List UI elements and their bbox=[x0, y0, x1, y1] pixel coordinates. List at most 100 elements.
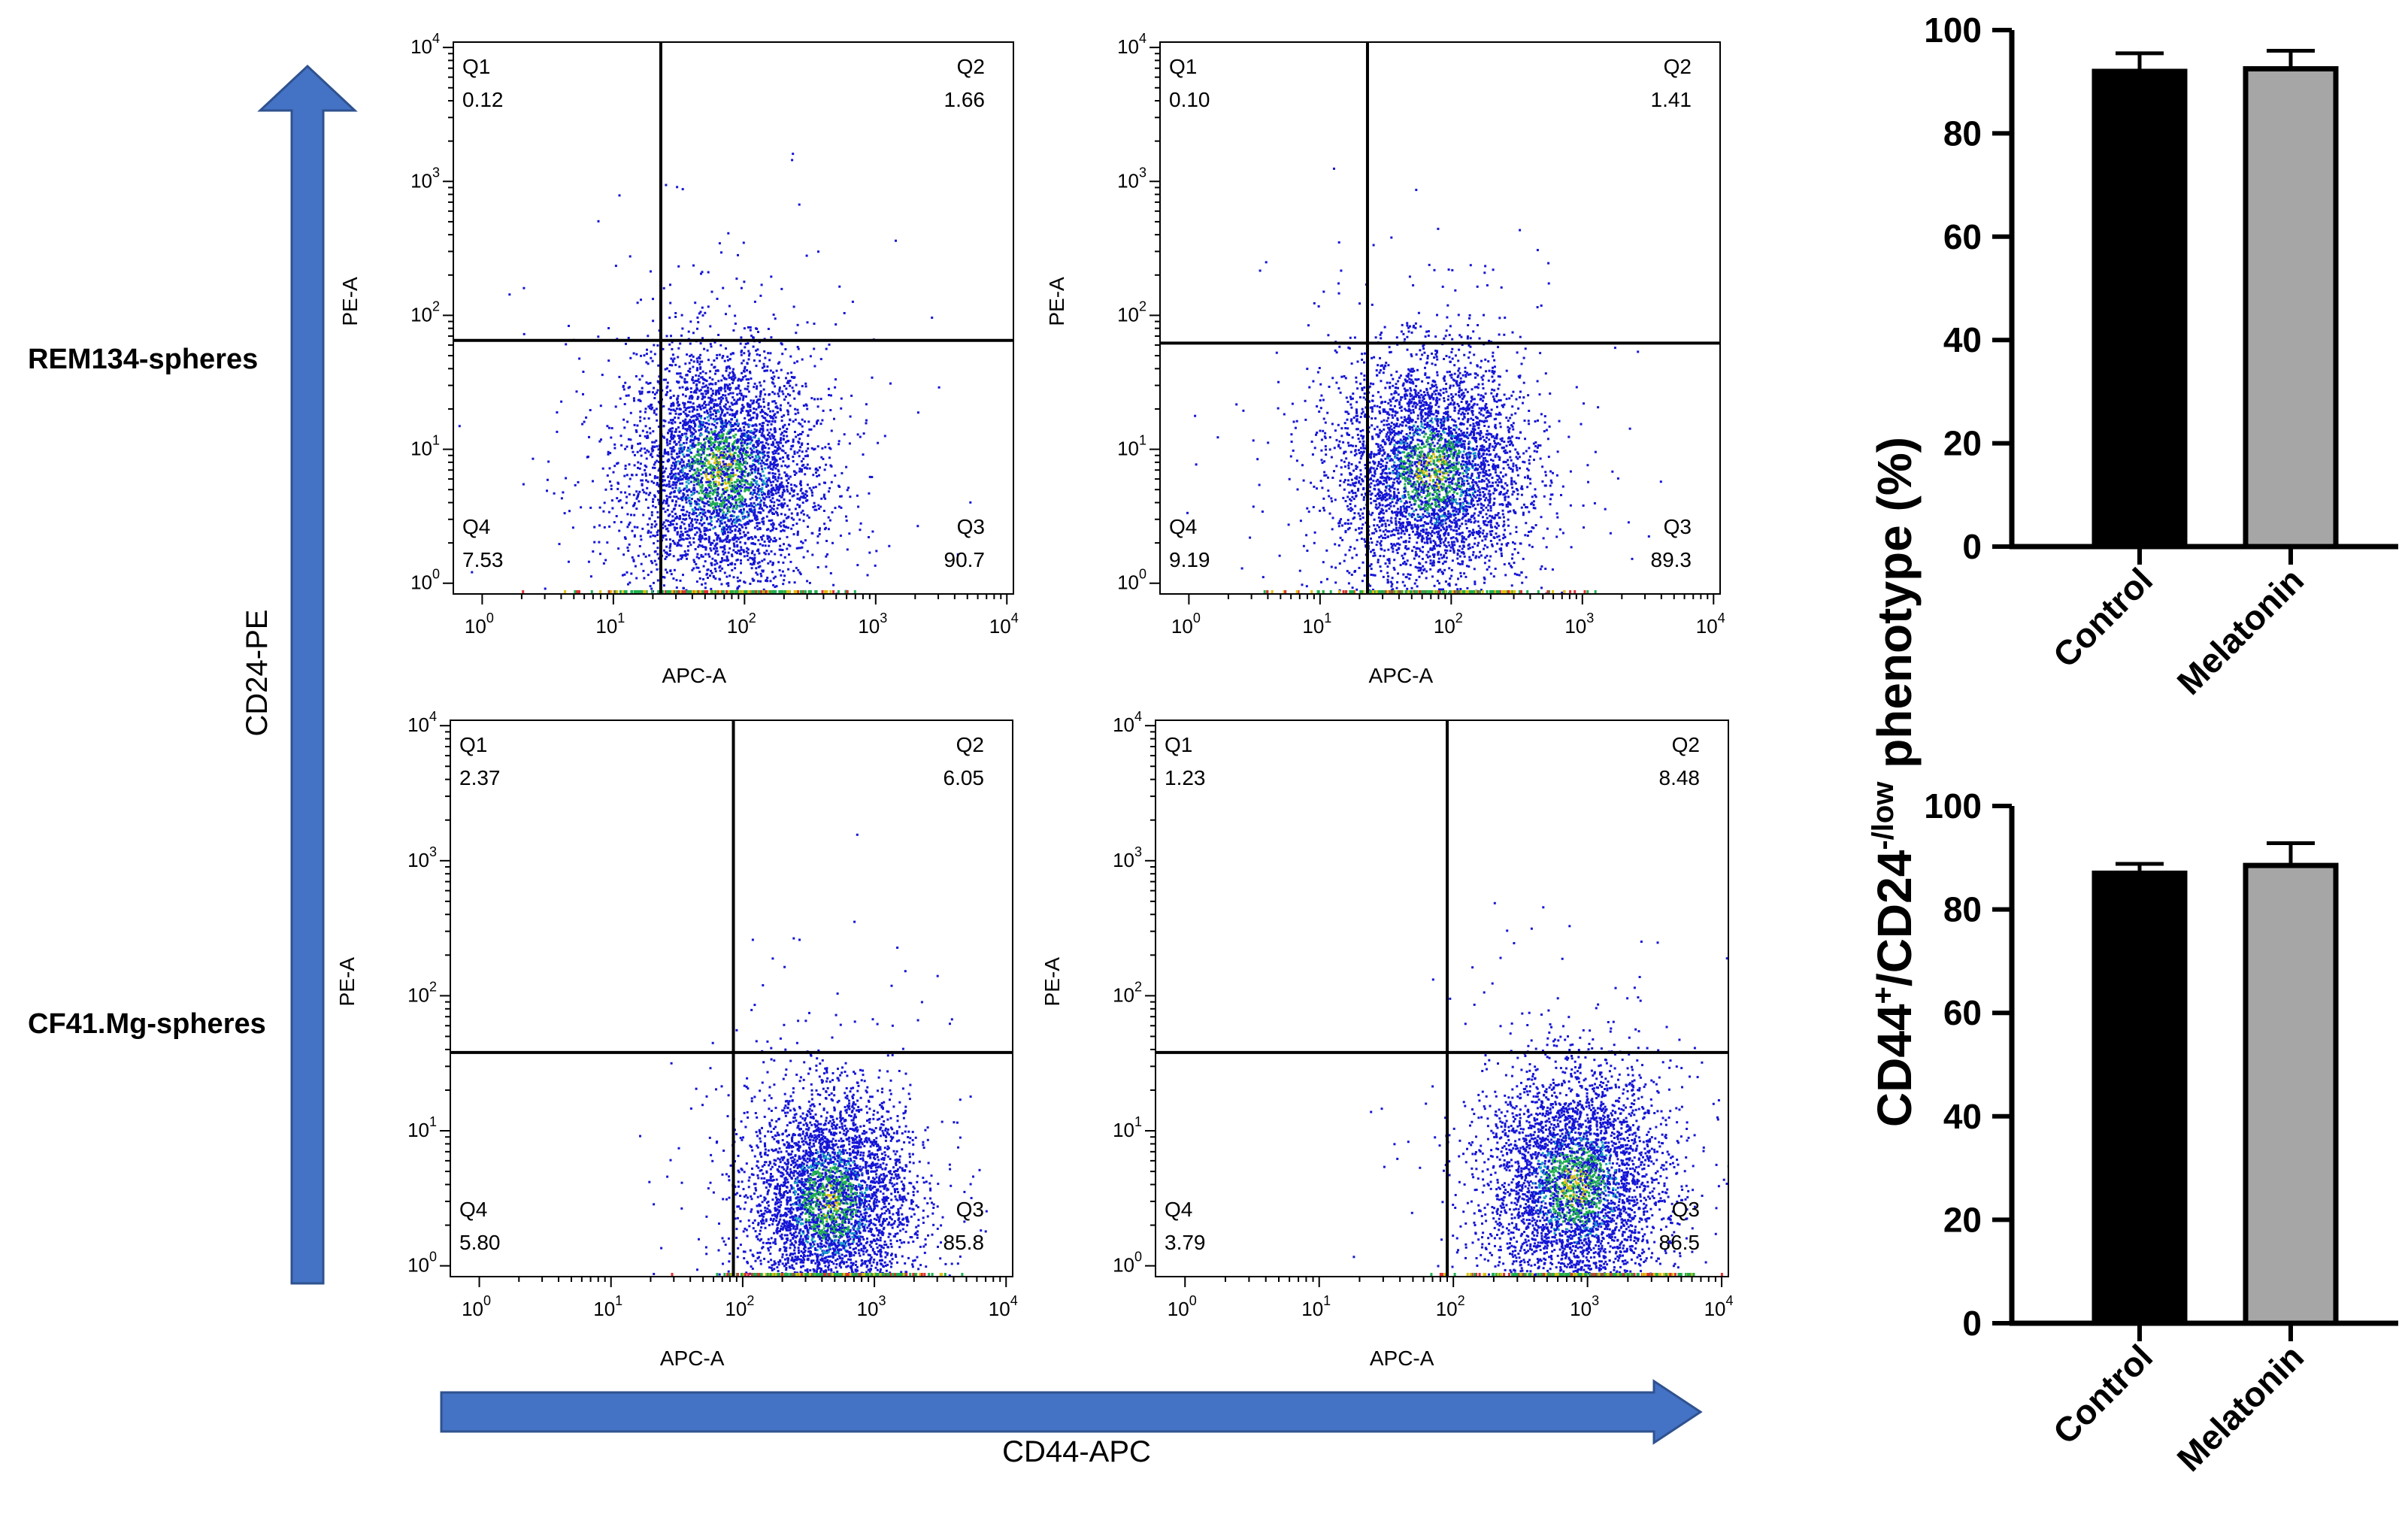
event-dot bbox=[748, 352, 751, 355]
event-dot bbox=[696, 614, 698, 616]
event-dot bbox=[701, 306, 704, 309]
event-dot bbox=[747, 414, 750, 417]
event-dot bbox=[806, 467, 809, 470]
event-dot bbox=[651, 441, 654, 444]
event-dot bbox=[670, 453, 673, 456]
event-dot bbox=[686, 429, 689, 432]
event-dot bbox=[701, 492, 704, 495]
event-dot bbox=[690, 461, 693, 464]
event-dot bbox=[694, 425, 696, 428]
event-dot bbox=[692, 439, 695, 442]
event-dot bbox=[742, 470, 745, 473]
event-dot bbox=[770, 484, 773, 486]
event-dot bbox=[727, 468, 729, 471]
event-dot bbox=[725, 503, 728, 506]
event-dot bbox=[677, 372, 680, 375]
event-dot bbox=[714, 415, 717, 418]
event-dot bbox=[822, 510, 825, 512]
event-dot bbox=[801, 468, 803, 471]
event-dot bbox=[758, 404, 761, 407]
event-dot bbox=[650, 510, 653, 514]
event-dot bbox=[736, 559, 739, 561]
event-dot bbox=[768, 359, 771, 362]
event-dot bbox=[1195, 463, 1198, 466]
event-dot bbox=[803, 466, 806, 469]
event-dot bbox=[695, 566, 698, 569]
event-dot bbox=[779, 457, 782, 460]
event-dot bbox=[719, 389, 722, 392]
event-dot bbox=[765, 441, 768, 444]
event-dot bbox=[669, 427, 672, 430]
event-dot bbox=[780, 548, 783, 551]
event-dot bbox=[701, 461, 704, 463]
event-dot bbox=[759, 505, 762, 507]
event-dot bbox=[656, 510, 659, 514]
event-dot bbox=[710, 523, 713, 526]
event-dot bbox=[692, 480, 695, 483]
event-dot bbox=[762, 456, 765, 459]
event-dot bbox=[722, 425, 725, 427]
event-dot bbox=[704, 514, 707, 517]
event-dot bbox=[1388, 484, 1391, 487]
event-dot bbox=[787, 544, 790, 547]
event-dot bbox=[618, 529, 621, 532]
event-dot bbox=[740, 562, 742, 565]
event-dot bbox=[780, 486, 783, 489]
event-dot bbox=[794, 418, 797, 421]
event-dot bbox=[683, 464, 685, 467]
event-dot bbox=[655, 523, 658, 526]
event-dot bbox=[722, 539, 725, 542]
event-dot bbox=[650, 356, 653, 359]
event-dot bbox=[717, 441, 719, 444]
event-dot bbox=[675, 515, 678, 518]
event-dot bbox=[746, 547, 749, 550]
event-dot bbox=[622, 418, 625, 421]
event-dot bbox=[807, 447, 810, 450]
event-dot bbox=[793, 362, 796, 365]
event-dot bbox=[633, 453, 636, 456]
event-dot bbox=[707, 472, 710, 475]
event-dot bbox=[738, 550, 741, 553]
event-dot bbox=[632, 504, 635, 507]
event-dot bbox=[653, 411, 656, 414]
event-dot bbox=[707, 460, 710, 463]
event-dot bbox=[639, 392, 642, 395]
event-dot bbox=[778, 388, 781, 391]
event-dot bbox=[719, 472, 722, 475]
event-dot bbox=[730, 428, 732, 431]
event-dot bbox=[733, 544, 736, 547]
event-dot bbox=[662, 404, 665, 407]
event-dot bbox=[713, 405, 716, 408]
event-dot bbox=[761, 483, 764, 486]
event-dot bbox=[690, 468, 693, 471]
event-dot bbox=[1400, 416, 1403, 419]
event-dot bbox=[662, 461, 665, 463]
event-dot bbox=[691, 568, 694, 571]
y-tick-label: 103 bbox=[410, 165, 440, 192]
event-dot bbox=[667, 453, 670, 456]
event-dot bbox=[759, 477, 762, 480]
event-dot bbox=[816, 611, 818, 614]
event-dot bbox=[712, 452, 715, 454]
event-dot bbox=[714, 604, 716, 606]
event-dot bbox=[806, 483, 809, 486]
event-dot bbox=[664, 557, 667, 560]
event-dot bbox=[665, 551, 668, 554]
event-dot bbox=[695, 386, 698, 389]
event-dot bbox=[760, 283, 763, 286]
event-dot bbox=[820, 497, 823, 500]
event-dot bbox=[602, 510, 605, 513]
event-dot bbox=[471, 571, 474, 574]
event-dot bbox=[750, 667, 753, 669]
event-dot bbox=[766, 438, 769, 441]
event-dot bbox=[758, 462, 760, 465]
event-dot bbox=[686, 497, 689, 500]
event-dot bbox=[721, 480, 724, 482]
event-dot bbox=[681, 470, 684, 473]
event-dot bbox=[717, 534, 720, 537]
event-dot bbox=[738, 501, 741, 504]
event-dot bbox=[729, 457, 732, 460]
event-dot bbox=[747, 354, 750, 357]
event-dot bbox=[644, 407, 647, 411]
event-dot bbox=[1416, 520, 1419, 523]
